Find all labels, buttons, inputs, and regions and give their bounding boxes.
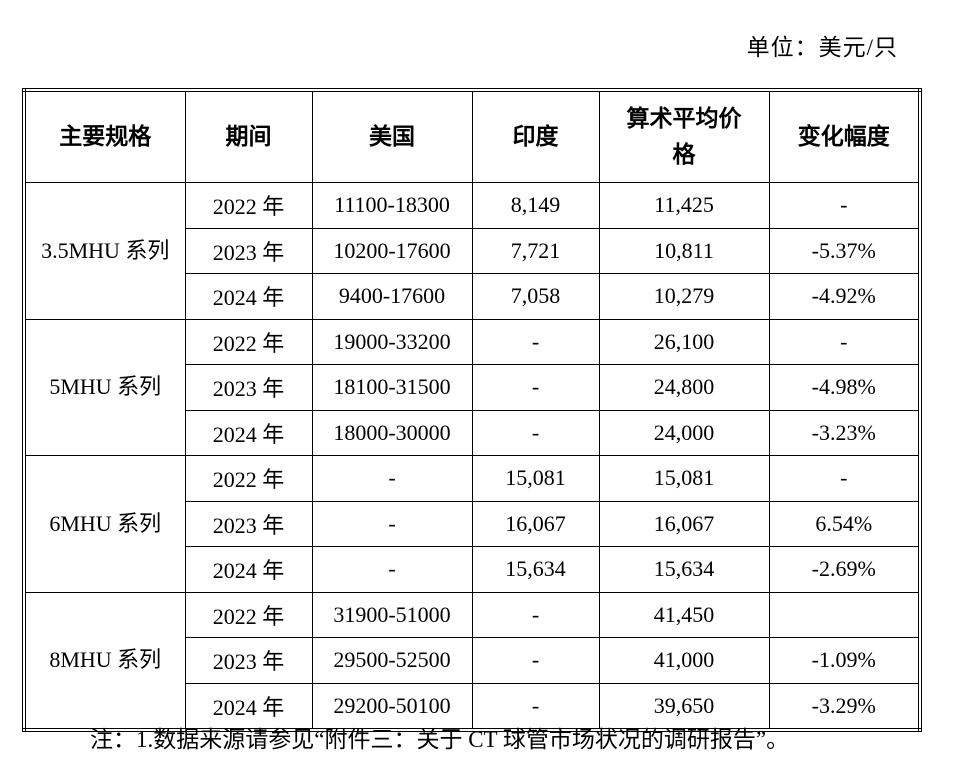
header-spec: 主要规格 bbox=[23, 89, 186, 183]
change-cell: -4.92% bbox=[768, 273, 921, 320]
india-price-cell: - bbox=[471, 318, 600, 365]
change-cell: -1.09% bbox=[768, 637, 921, 684]
average-price-cell: 16,067 bbox=[598, 500, 770, 547]
table-row: 3.5MHU 系列 2022 年 11100-18300 8,149 11,425- bbox=[23, 182, 921, 320]
change-cell: -3.29% bbox=[768, 682, 921, 731]
usa-price-cell: 31900-51000 bbox=[311, 591, 473, 638]
period-cell: 2022 年 bbox=[184, 455, 313, 502]
india-price-cell: - bbox=[471, 364, 600, 411]
period-cell: 2023 年 bbox=[184, 637, 313, 684]
table-row: 2023 年 18100-31500-24,800 -4.98% bbox=[24, 364, 921, 411]
change-cell: -4.98% bbox=[768, 364, 921, 411]
average-price-cell: 24,800 bbox=[598, 364, 770, 411]
india-price-cell: - bbox=[471, 637, 600, 684]
spec-cell: 6MHU 系列 bbox=[23, 455, 186, 593]
usa-price-cell: - bbox=[311, 546, 473, 593]
table-row: 2024 年 29200-50100-39,650 -3.29% bbox=[24, 682, 921, 731]
header-india: 印度 bbox=[471, 89, 600, 183]
average-price-cell: 41,000 bbox=[598, 637, 770, 684]
table-row: 2024 年 18000-30000-24,000 -3.23% bbox=[24, 409, 921, 456]
period-cell: 2024 年 bbox=[184, 409, 313, 456]
average-price-cell: 39,650 bbox=[598, 682, 770, 731]
period-cell: 2024 年 bbox=[184, 273, 313, 320]
india-price-cell: - bbox=[471, 682, 600, 731]
price-table: 主要规格 期间 美国 印度 算术平均价格 变化幅度 3.5MHU 系列 2022 … bbox=[22, 88, 922, 732]
table-row: 6MHU 系列 2022 年 -15,081 15,081- bbox=[23, 455, 921, 593]
period-cell: 2022 年 bbox=[184, 318, 313, 365]
footnote: 注：1.数据来源请参见“附件三：关于 CT 球管市场状况的调研报告”。 bbox=[90, 727, 790, 752]
usa-price-cell: - bbox=[311, 500, 473, 547]
spec-cell: 8MHU 系列 bbox=[23, 591, 186, 731]
spec-cell: 3.5MHU 系列 bbox=[23, 182, 186, 320]
change-cell: -3.23% bbox=[768, 409, 921, 456]
usa-price-cell: 11100-18300 bbox=[311, 182, 473, 229]
table-row: 2024 年 -15,634 15,634 -2.69% bbox=[24, 546, 921, 593]
header-usa: 美国 bbox=[311, 89, 473, 183]
table-header: 主要规格 期间 美国 印度 算术平均价格 变化幅度 bbox=[23, 89, 921, 183]
header-period: 期间 bbox=[184, 89, 313, 183]
usa-price-cell: 9400-17600 bbox=[311, 273, 473, 320]
usa-price-cell: 10200-17600 bbox=[311, 227, 473, 274]
period-cell: 2024 年 bbox=[184, 682, 313, 731]
usa-price-cell: 29500-52500 bbox=[311, 637, 473, 684]
average-price-cell: 15,081 bbox=[598, 455, 770, 502]
change-cell bbox=[768, 591, 921, 638]
header-average-price: 算术平均价格 bbox=[598, 89, 770, 183]
change-cell: - bbox=[768, 318, 921, 365]
usa-price-cell: 18100-31500 bbox=[311, 364, 473, 411]
period-cell: 2022 年 bbox=[184, 591, 313, 638]
average-price-cell: 11,425 bbox=[598, 182, 770, 229]
india-price-cell: - bbox=[471, 591, 600, 638]
table-row: 2024 年 9400-17600 7,058 10,279 -4.92% bbox=[24, 273, 921, 320]
table-row: 2023 年 29500-52500-41,000 -1.09% bbox=[24, 637, 921, 684]
period-cell: 2024 年 bbox=[184, 546, 313, 593]
header-average-price-label: 算术平均价格 bbox=[626, 106, 742, 167]
spec-cell: 5MHU 系列 bbox=[23, 318, 186, 456]
change-cell: 6.54% bbox=[768, 500, 921, 547]
india-price-cell: 7,058 bbox=[471, 273, 600, 320]
change-cell: -5.37% bbox=[768, 227, 921, 274]
period-cell: 2023 年 bbox=[184, 500, 313, 547]
india-price-cell: 15,081 bbox=[471, 455, 600, 502]
india-price-cell: - bbox=[471, 409, 600, 456]
table-row: 5MHU 系列 2022 年 19000-33200-26,100- bbox=[23, 318, 921, 456]
average-price-cell: 41,450 bbox=[598, 591, 770, 638]
india-price-cell: 7,721 bbox=[471, 227, 600, 274]
usa-price-cell: 18000-30000 bbox=[311, 409, 473, 456]
average-price-cell: 15,634 bbox=[598, 546, 770, 593]
period-cell: 2023 年 bbox=[184, 227, 313, 274]
table-row: 8MHU 系列 2022 年 31900-51000-41,450 bbox=[23, 591, 921, 731]
period-cell: 2022 年 bbox=[184, 182, 313, 229]
average-price-cell: 26,100 bbox=[598, 318, 770, 365]
india-price-cell: 16,067 bbox=[471, 500, 600, 547]
price-table-body: 3.5MHU 系列 2022 年 11100-18300 8,149 11,425-20… bbox=[23, 182, 921, 731]
average-price-cell: 24,000 bbox=[598, 409, 770, 456]
change-cell: -2.69% bbox=[768, 546, 921, 593]
average-price-cell: 10,811 bbox=[598, 227, 770, 274]
usa-price-cell: 19000-33200 bbox=[311, 318, 473, 365]
period-cell: 2023 年 bbox=[184, 364, 313, 411]
change-cell: - bbox=[768, 455, 921, 502]
india-price-cell: 15,634 bbox=[471, 546, 600, 593]
usa-price-cell: - bbox=[311, 455, 473, 502]
average-price-cell: 10,279 bbox=[598, 273, 770, 320]
unit-label: 单位：美元/只 bbox=[746, 35, 898, 60]
header-row: 主要规格 期间 美国 印度 算术平均价格 变化幅度 bbox=[23, 89, 921, 183]
header-change: 变化幅度 bbox=[768, 89, 921, 183]
india-price-cell: 8,149 bbox=[471, 182, 600, 229]
change-cell: - bbox=[768, 182, 921, 229]
